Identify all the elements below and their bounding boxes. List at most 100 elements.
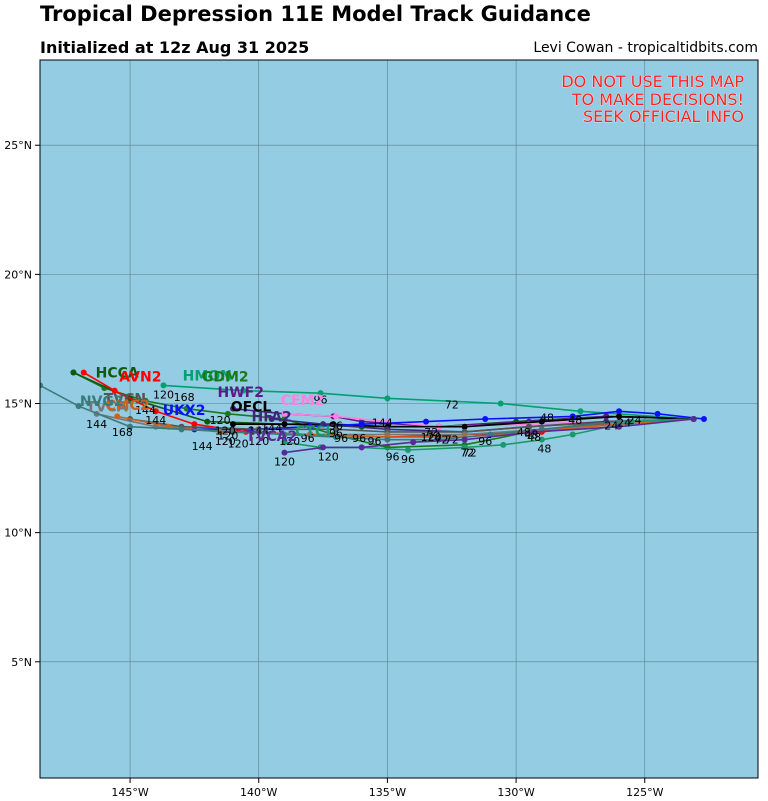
track-point-ukx2-5	[423, 418, 430, 425]
track-point-hmon-6	[160, 382, 167, 389]
hour-label-ctci-1: 72	[460, 446, 474, 459]
track-line-ofcl	[233, 415, 694, 428]
track-point-tvcn-6	[255, 426, 262, 433]
track-line-tvca2	[284, 418, 694, 454]
hour-label-misc-14: 96	[329, 419, 343, 432]
model-label-hfa2: HFA2	[251, 410, 291, 426]
track-point-tvcn-5	[332, 426, 339, 433]
hour-label-cmc2-0: 144	[145, 414, 166, 427]
model-label-gdm2: GDM2	[202, 370, 249, 386]
hour-label-ofcl-0: 120	[210, 414, 231, 427]
model-label-nvg2: NVG2	[80, 394, 124, 410]
track-point-hmon-1	[577, 408, 584, 415]
hour-label-misc-3: 48	[517, 426, 531, 439]
track-point-ctci-9	[281, 439, 288, 446]
track-point-avn2-7	[191, 421, 198, 428]
track-point-ctci-1	[628, 418, 635, 425]
hour-label-misc-6: 72	[427, 430, 441, 443]
track-point-gdm2-7	[224, 410, 231, 417]
warning-line-1: DO NOT USE THIS MAP	[561, 72, 744, 91]
tick-label-lat-0: 5°N	[11, 656, 32, 669]
track-point-hmon-4	[317, 390, 324, 397]
track-point-ukx2-3	[569, 413, 576, 420]
model-label-cmc2: CMC2	[105, 398, 149, 414]
track-point-tvca2-7	[281, 449, 288, 456]
track-point-hcca-8	[70, 369, 77, 376]
hour-label-ctci-3: 120	[318, 450, 339, 463]
track-point-nvg2-7	[281, 431, 288, 438]
track-point-ukx2-2	[616, 408, 623, 415]
track-point-hmon-3	[384, 395, 391, 402]
hour-label-tvca2-1: 96	[401, 453, 415, 466]
hour-label-misc-23: 120	[215, 435, 236, 448]
model-label-cem2: CEM2	[281, 393, 325, 409]
ocean-background	[40, 60, 758, 778]
model-label-hcca: HCCA	[96, 366, 139, 382]
hour-label-misc-1: 24	[604, 419, 618, 432]
hour-label-gdm2-1: 120	[153, 388, 174, 401]
hour-label-ukx2-1: 24	[627, 414, 641, 427]
init-time: Initialized at 12z Aug 31 2025	[40, 38, 310, 57]
tick-label-lat-3: 20°N	[4, 268, 32, 281]
tick-label-lon-4: 125°W	[626, 786, 663, 799]
hour-label-misc-16: 144	[372, 417, 393, 430]
track-point-ctci-2	[569, 431, 576, 438]
hour-label-tvca-0: 144	[86, 418, 107, 431]
track-point-cem2-6	[281, 410, 288, 417]
hour-label-misc-22: 120	[215, 424, 236, 437]
track-point-hfa2-6	[268, 416, 275, 422]
model-label-tvca2: TVCA2	[246, 429, 297, 445]
track-point-ukx2-0	[700, 416, 707, 422]
hour-label-misc-7: 72	[434, 434, 448, 447]
model-label-hmon: HMON	[183, 368, 232, 384]
track-point-cmc2-8	[114, 413, 121, 420]
model-label-tvcn: TVCN	[104, 392, 146, 408]
track-point-ukx2-7	[307, 423, 314, 430]
track-point-hmon-5	[240, 387, 247, 394]
tick-label-lat-1: 10°N	[4, 527, 32, 540]
hour-label-misc-25: 144	[261, 422, 282, 435]
track-point-ukx2-4	[482, 416, 489, 422]
hour-label-misc-11: 96	[368, 435, 382, 448]
model-label-avn2: AVN2	[119, 370, 161, 386]
hour-label-tvca2-2: 72	[463, 446, 477, 459]
track-point-ofcl-1	[616, 413, 623, 420]
track-point-ctci-3	[538, 436, 545, 443]
hour-label-misc-0: 24	[617, 417, 631, 430]
model-label-ctci: CTCI	[295, 424, 330, 440]
tick-label-lat-4: 25°N	[4, 139, 32, 152]
hour-label-ukx2-2: 144	[192, 440, 213, 453]
track-line-ukx2	[194, 410, 705, 431]
tick-label-lat-2: 15°N	[4, 398, 32, 411]
track-point-avn2-8	[152, 408, 159, 415]
track-point-tvca2-6	[320, 444, 327, 451]
map-frame	[39, 59, 759, 779]
axis-ticks: 145°W 140°W 135°W 130°W 125°W 5°N 10°N 15°N 20°N…	[4, 139, 663, 799]
hour-label-ctci-2: 96	[386, 450, 400, 463]
model-label-ofcl: OFCL	[231, 399, 272, 415]
page-title: Tropical Depression 11E Model Track Guid…	[40, 2, 591, 26]
track-point-ofcl-7	[230, 421, 237, 428]
track-point-ukx2-1	[654, 410, 661, 417]
model-label-tvca: TVCA	[86, 399, 128, 415]
track-point-ctci-6	[405, 446, 412, 453]
warning-text: DO NOT USE THIS MAP TO MAKE DECISIONS! S…	[561, 72, 745, 127]
hour-label-gdm2-2: 144	[135, 404, 156, 417]
warning-line-2: TO MAKE DECISIONS!	[571, 90, 744, 109]
credit-text: Levi Cowan - tropicaltidbits.com	[533, 40, 758, 56]
track-point-tvca2-0	[690, 416, 697, 422]
tick-label-lon-0: 145°W	[111, 786, 148, 799]
hour-label-gdm2-0: 168	[174, 391, 195, 404]
hour-label-tvca-1: 168	[112, 426, 133, 439]
hour-label-misc-15: 96	[329, 427, 343, 440]
hour-label-misc-17: 120	[421, 431, 442, 444]
track-point-hcca-6	[204, 418, 211, 425]
track-point-ofcl-3	[461, 423, 468, 430]
hour-label-misc-21: 120	[217, 430, 238, 443]
hour-label-hmon-2: 48	[568, 414, 582, 427]
track-point-nvg2-8	[230, 428, 237, 435]
model-label-hwf2: HWF2	[217, 385, 263, 401]
